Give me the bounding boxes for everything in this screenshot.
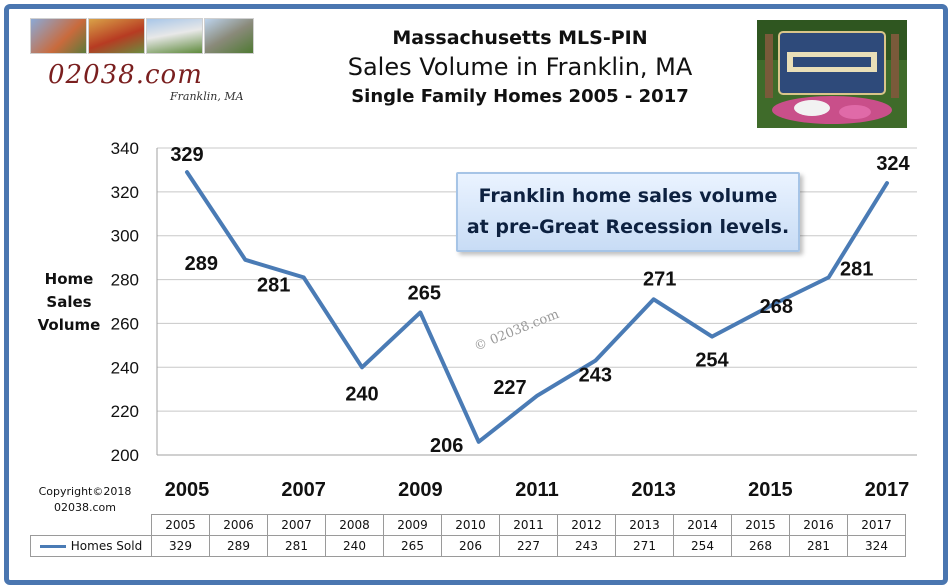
table-series-name: Homes Sold [70, 539, 143, 553]
callout-line-1: Franklin home sales volume [478, 185, 778, 207]
copyright-note: Copyright©2018 02038.com [30, 484, 140, 516]
table-year-cell: 2016 [789, 514, 848, 536]
x-tick-label: 2007 [281, 479, 326, 501]
table-year-cell: 2009 [383, 514, 442, 536]
y-axis-label: Home Sales Volume [36, 268, 102, 337]
y-tick-label: 240 [111, 358, 139, 377]
town-photo-2 [88, 18, 145, 54]
table-value-cell: 254 [673, 535, 732, 557]
table-header-row: 2005 2006 2007 2008 2009 2010 2011 2012 … [30, 514, 906, 536]
data-label: 240 [345, 383, 378, 405]
logo-area: 02038.com Franklin, MA [30, 18, 260, 108]
table-year-cell: 2015 [731, 514, 790, 536]
y-axis-label-line-1: Home [44, 270, 94, 288]
data-label: 206 [430, 435, 463, 457]
town-photo-3 [146, 18, 203, 54]
data-label: 265 [408, 282, 441, 304]
franklin-sign-photo [757, 20, 907, 128]
copyright-line-1: Copyright©2018 [38, 485, 132, 498]
town-photo-1 [30, 18, 87, 54]
data-label: 254 [695, 350, 729, 372]
table-value-cell: 281 [267, 535, 326, 557]
y-tick-label: 200 [111, 446, 139, 465]
title-line-1: Massachusetts MLS-PIN [392, 27, 648, 49]
table-value-cell: 329 [151, 535, 210, 557]
data-label: 243 [579, 365, 612, 387]
x-tick-label: 2009 [398, 479, 443, 501]
table-value-cell: 271 [615, 535, 674, 557]
x-tick-label: 2017 [865, 479, 910, 501]
y-tick-label: 340 [111, 139, 139, 158]
table-year-cell: 2006 [209, 514, 268, 536]
y-axis-label-line-2: Sales [46, 293, 92, 311]
table-year-cell: 2014 [673, 514, 732, 536]
title-line-2: Sales Volume in Franklin, MA [347, 53, 693, 81]
y-axis-label-line-3: Volume [37, 316, 101, 334]
table-row: Homes Sold 329 289 281 240 265 206 227 2… [30, 535, 906, 557]
table-year-cell: 2017 [847, 514, 906, 536]
x-tick-label: 2005 [165, 479, 210, 501]
y-tick-label: 320 [111, 183, 139, 202]
table-year-cell: 2013 [615, 514, 674, 536]
table-value-cell: 243 [557, 535, 616, 557]
table-year-cell: 2005 [151, 514, 210, 536]
table-year-cell: 2010 [441, 514, 500, 536]
data-label: 324 [876, 153, 910, 175]
legend-swatch [39, 545, 66, 548]
y-tick-label: 260 [111, 314, 139, 333]
table-series-label: Homes Sold [30, 535, 152, 557]
data-label: 281 [840, 258, 873, 280]
logo-wordmark: 02038.com [48, 60, 203, 90]
x-tick-label: 2015 [748, 479, 793, 501]
logo-subtitle: Franklin, MA [170, 90, 244, 103]
data-label: 268 [760, 296, 793, 318]
table-year-cell: 2008 [325, 514, 384, 536]
title-line-3: Single Family Homes 2005 - 2017 [351, 86, 689, 107]
data-label: 329 [170, 144, 203, 166]
data-label: 227 [493, 377, 526, 399]
y-tick-label: 300 [111, 227, 139, 246]
y-tick-label: 280 [111, 271, 139, 290]
callout-line-2: at pre-Great Recession levels. [466, 216, 790, 238]
table-year-cell: 2007 [267, 514, 326, 536]
y-tick-label: 220 [111, 402, 139, 421]
data-table: 2005 2006 2007 2008 2009 2010 2011 2012 … [30, 514, 906, 557]
x-tick-label: 2013 [631, 479, 676, 501]
watermark-text: © 02038.com [472, 307, 561, 355]
table-year-cell: 2011 [499, 514, 558, 536]
x-tick-label: 2011 [515, 479, 558, 501]
town-photo-4 [204, 18, 254, 54]
data-label: 281 [257, 274, 290, 296]
table-corner-cell [30, 514, 152, 536]
table-value-cell: 281 [789, 535, 848, 557]
table-value-cell: 324 [847, 535, 906, 557]
data-label: 271 [643, 268, 676, 290]
copyright-line-2: 02038.com [54, 501, 116, 514]
table-value-cell: 227 [499, 535, 558, 557]
data-label: 289 [185, 253, 218, 275]
table-value-cell: 265 [383, 535, 442, 557]
table-value-cell: 268 [731, 535, 790, 557]
series-line-homes-sold [185, 170, 889, 444]
table-value-cell: 206 [441, 535, 500, 557]
table-value-cell: 289 [209, 535, 268, 557]
table-year-cell: 2012 [557, 514, 616, 536]
table-value-cell: 240 [325, 535, 384, 557]
callout-box: Franklin home sales volume at pre-Great … [456, 172, 800, 252]
chart-titles: Massachusetts MLS-PIN Sales Volume in Fr… [290, 26, 750, 110]
